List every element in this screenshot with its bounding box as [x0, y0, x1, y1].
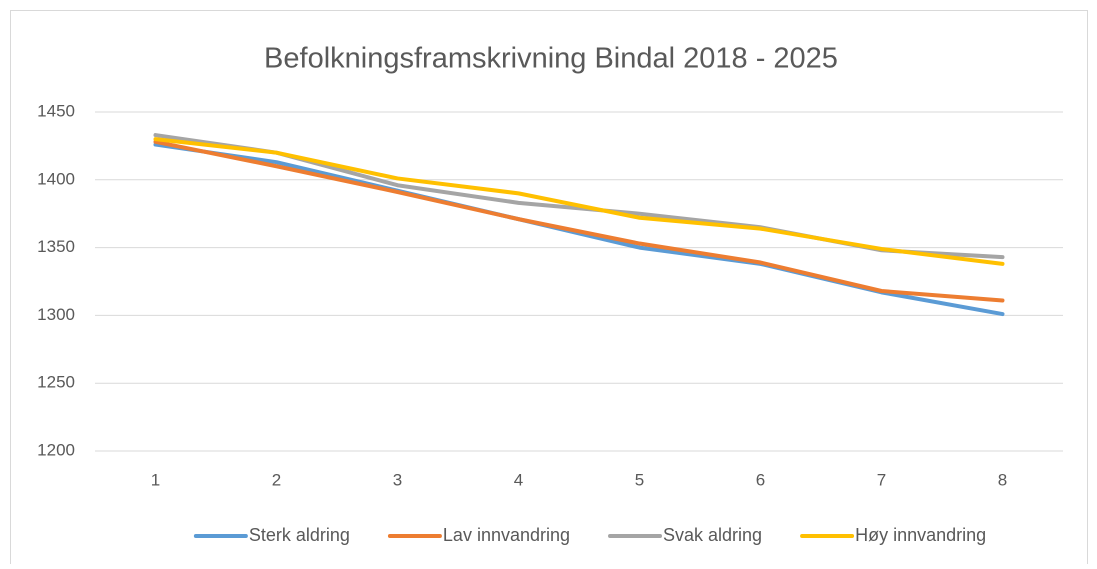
x-tick-label: 3 — [393, 470, 402, 489]
x-tick-label: 6 — [756, 470, 765, 489]
y-tick-label: 1200 — [37, 440, 75, 459]
x-tick-label: 8 — [998, 470, 1007, 489]
legend-label: Svak aldring — [663, 525, 762, 545]
chart-border — [10, 10, 1088, 569]
series-line — [153, 137, 1005, 266]
chart-title: Befolkningsframskrivning Bindal 2018 - 2… — [264, 43, 838, 75]
y-tick-label: 1350 — [37, 237, 75, 256]
x-tick-label: 1 — [151, 470, 160, 489]
y-tick-label: 1250 — [37, 373, 75, 392]
x-tick-label: 7 — [877, 470, 886, 489]
x-tick-label: 5 — [635, 470, 644, 489]
legend-label: Høy innvandring — [855, 525, 986, 545]
legend-label: Sterk aldring — [249, 525, 350, 545]
series-line — [153, 139, 1005, 303]
x-tick-label: 4 — [514, 470, 523, 489]
y-tick-label: 1450 — [37, 101, 75, 120]
y-tick-label: 1300 — [37, 305, 75, 324]
x-tick-label: 2 — [272, 470, 281, 489]
y-tick-label: 1400 — [37, 169, 75, 188]
legend-label: Lav innvandring — [443, 525, 570, 545]
